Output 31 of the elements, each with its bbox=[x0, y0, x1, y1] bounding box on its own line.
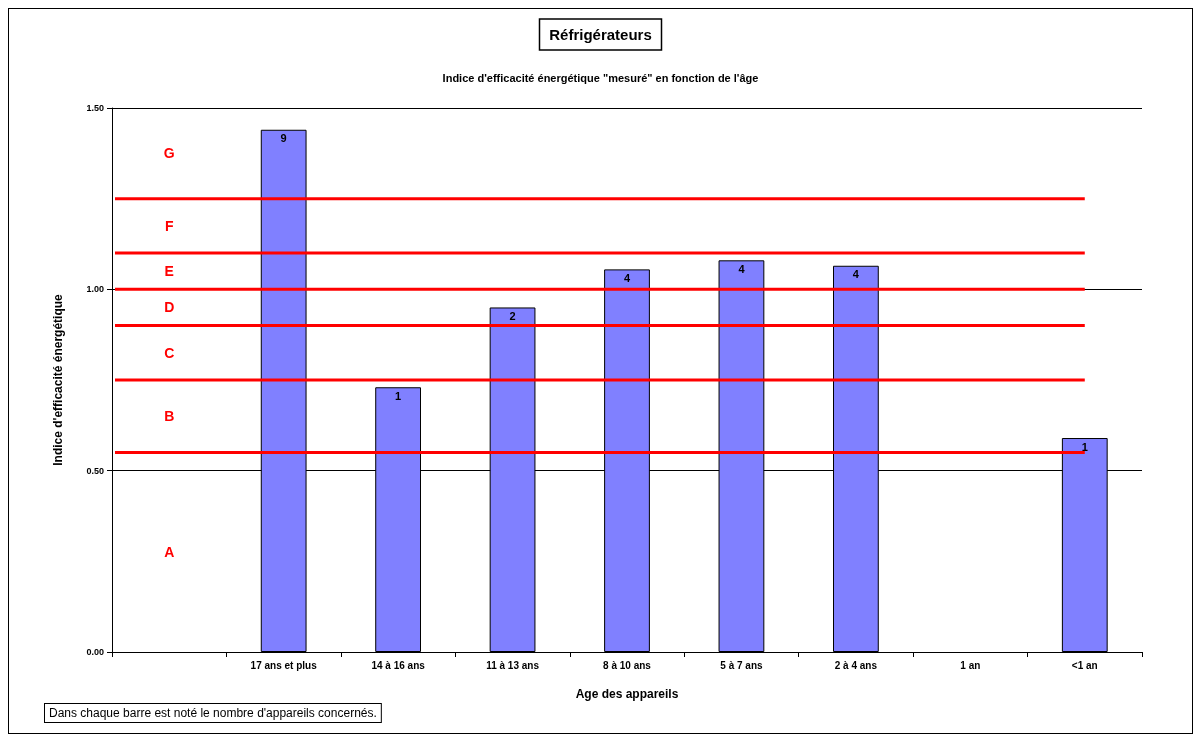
annotation: A bbox=[164, 544, 175, 561]
annotation: 4 bbox=[738, 262, 746, 275]
x-tick-label: 1 an bbox=[960, 659, 981, 671]
annotation: C bbox=[164, 344, 175, 361]
annotation: 1 bbox=[395, 389, 402, 402]
x-axis-title: Age des appareils bbox=[575, 687, 679, 701]
chart-subtitle: Indice d'efficacité énergétique "mesuré" en fonction de l'âge bbox=[442, 71, 759, 84]
chart-title: Réfrigérateurs bbox=[549, 26, 652, 43]
annotation: 4 bbox=[852, 268, 860, 281]
annotation: 1 bbox=[1081, 440, 1088, 453]
annotation: E bbox=[164, 263, 174, 280]
x-tick-label: 8 à 10 ans bbox=[603, 659, 652, 671]
text: Dans chaque barre est noté le nombre d'appareils concernés. bbox=[49, 706, 377, 720]
annotation: D bbox=[164, 299, 175, 316]
x-tick-label: 14 à 16 ans bbox=[371, 659, 426, 671]
annotation: 2 bbox=[509, 309, 516, 322]
x-tick-label: 5 à 7 ans bbox=[720, 659, 763, 671]
x-tick-label: 17 ans et plus bbox=[250, 659, 318, 671]
annotation: 4 bbox=[623, 271, 631, 284]
y-tick-label: 0.00 bbox=[86, 647, 104, 657]
y-tick-label: 1.50 bbox=[86, 103, 104, 113]
x-tick-label: 2 à 4 ans bbox=[834, 659, 878, 671]
y-tick-label: 1.00 bbox=[86, 284, 104, 295]
y-tick-label: 0.50 bbox=[86, 465, 104, 476]
x-tick-label: <1 an bbox=[1071, 659, 1098, 671]
y-axis-title: Indice d'efficacité énergétique bbox=[51, 293, 65, 466]
annotation: 9 bbox=[280, 132, 287, 145]
annotation: G bbox=[163, 145, 175, 162]
x-tick-label: 11 à 13 ans bbox=[486, 659, 540, 671]
annotation: B bbox=[164, 408, 175, 425]
annotation: F bbox=[164, 217, 174, 234]
